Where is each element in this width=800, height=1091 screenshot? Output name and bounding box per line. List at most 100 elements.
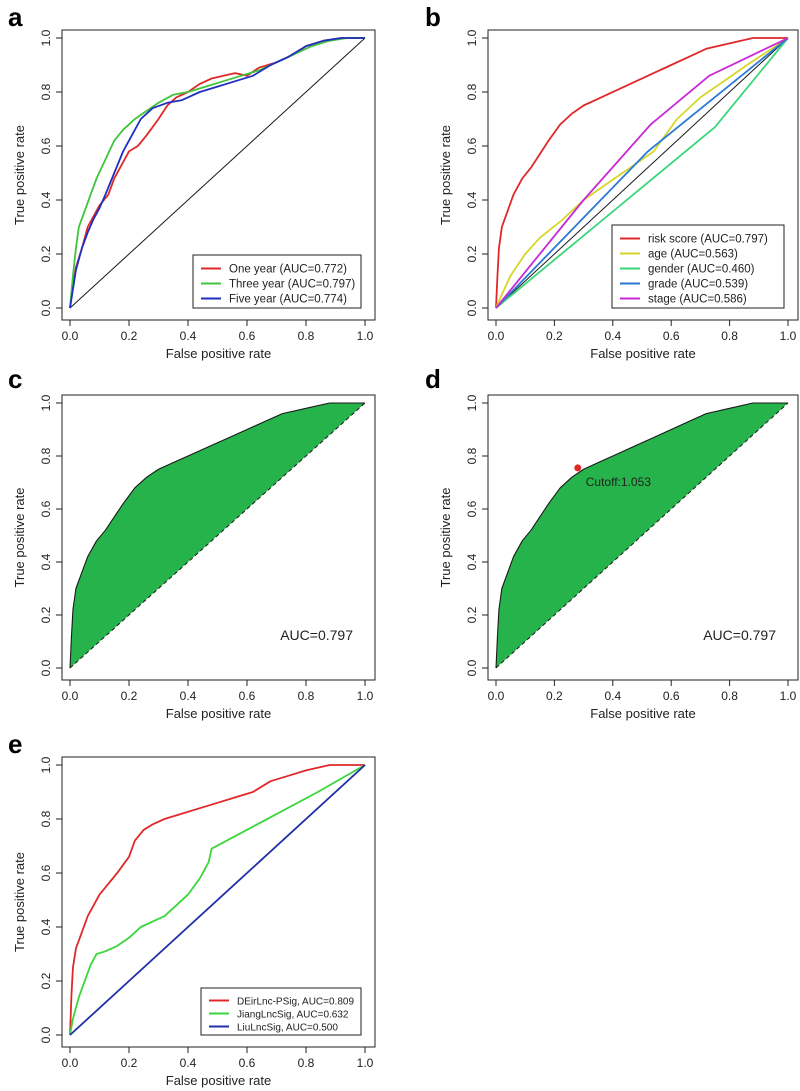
x-axis-title: False positive rate [590,706,696,721]
x-tick-label: 0.4 [604,689,621,703]
panel-letter: a [8,2,23,32]
y-axis-title: True positive rate [438,488,453,588]
series-line-2 [495,37,789,309]
x-tick-label: 0.8 [298,329,315,343]
legend-box [611,224,785,309]
legend-label: Three year (AUC=0.797) [229,279,355,291]
panel-letter: c [8,364,22,394]
y-axis-title: True positive rate [12,852,27,952]
series-line-2 [69,764,366,1036]
plot-frame [487,394,799,681]
panel-e: e 0.0 0.2 0.4 0.6 0.8 1.0 0.0 0.2 0.4 0.6 0.8 1.0 Fal… [8,729,376,1088]
series-line-1 [69,764,366,1036]
y-tick-label: 1.0 [39,756,53,773]
series-line-0 [69,764,365,1036]
x-tick-label: 0.0 [62,1056,79,1070]
plot-frame [487,29,799,321]
y-tick-label: 0.2 [39,972,53,989]
panel-d: d 0.0 0.2 0.4 0.6 0.8 1.0 0.0 0.2 0.4 0.6 0.8 1.0 Fal… [425,364,799,721]
x-tick-label: 0.0 [488,329,505,343]
y-tick-label: 0.2 [465,245,479,262]
x-tick-label: 0.2 [546,329,563,343]
y-tick-label: 0.2 [465,606,479,623]
legend-label: LiuLncSig, AUC=0.500 [237,1023,338,1034]
series-line-0 [69,402,365,669]
x-tick-label: 0.6 [239,689,256,703]
x-tick-label: 0.8 [721,689,738,703]
x-tick-label: 0.8 [298,1056,315,1070]
x-axis-title: False positive rate [166,1073,272,1088]
x-tick-label: 0.2 [546,689,563,703]
legend: risk score (AUC=0.797) age (AUC=0.563) gen… [611,224,785,309]
reference-diagonal [495,402,789,669]
y-tick-label: 0.8 [39,810,53,827]
x-tick-label: 0.0 [488,689,505,703]
legend-label: One year (AUC=0.772) [229,264,347,276]
legend-label: risk score (AUC=0.797) [648,234,768,246]
y-tick-label: 0.8 [465,83,479,100]
y-tick-label: 1.0 [465,29,479,46]
x-axis-title: False positive rate [166,346,272,361]
x-tick-label: 1.0 [780,689,797,703]
panel-b: b 0.0 0.2 0.4 0.6 0.8 1.0 0.0 0.2 0.4 0.6 0.8 1.0 Fal… [425,2,799,361]
panel-c: c 0.0 0.2 0.4 0.6 0.8 1.0 0.0 0.2 0.4 0.6 0.8 1.0 Fal… [8,364,376,721]
y-tick-label: 0.4 [39,553,53,570]
series-line-2 [69,37,365,309]
y-tick-label: 0.4 [39,918,53,935]
x-tick-label: 1.0 [357,329,374,343]
panel-letter: e [8,729,22,759]
x-tick-label: 0.0 [62,689,79,703]
y-tick-label: 0.6 [39,137,53,154]
y-tick-label: 0.2 [39,606,53,623]
y-tick-label: 0.4 [465,191,479,208]
reference-diagonal [69,37,366,309]
series-line-1 [495,37,789,309]
y-tick-label: 0.8 [465,447,479,464]
x-tick-label: 0.2 [121,689,138,703]
series-line-0 [495,402,788,669]
auc-annotation: AUC=0.797 [280,627,353,643]
x-tick-label: 0.0 [62,329,79,343]
y-tick-label: 0.0 [39,1026,53,1043]
x-tick-label: 0.6 [239,329,256,343]
panel-letter: b [425,2,441,32]
y-tick-label: 0.0 [465,659,479,676]
panel-a: a 0.0 0.2 0.4 0.6 0.8 1.0 0.0 0.2 0.4 0.6 0.8 1.0 Fal… [8,2,376,361]
x-tick-label: 0.4 [180,329,197,343]
legend: DEirLnc-PSig, AUC=0.809 JiangLncSig, AUC=… [200,987,362,1036]
x-tick-label: 1.0 [357,689,374,703]
x-tick-label: 0.2 [121,1056,138,1070]
y-tick-label: 0.4 [465,553,479,570]
x-tick-label: 0.4 [180,689,197,703]
y-tick-label: 1.0 [465,394,479,411]
panel-letter: d [425,364,441,394]
x-tick-label: 0.4 [604,329,621,343]
y-axis-title: True positive rate [438,125,453,225]
y-tick-label: 0.6 [465,137,479,154]
y-tick-label: 0.4 [39,191,53,208]
y-tick-label: 0.8 [39,447,53,464]
x-tick-label: 0.6 [663,329,680,343]
legend-label: grade (AUC=0.539) [648,279,748,291]
y-axis-title: True positive rate [12,125,27,225]
x-tick-label: 0.8 [721,329,738,343]
y-tick-label: 1.0 [39,394,53,411]
legend: One year (AUC=0.772) Three year (AUC=0.79… [192,254,362,309]
x-tick-label: 0.4 [180,1056,197,1070]
x-tick-label: 0.8 [298,689,315,703]
x-tick-label: 1.0 [357,1056,374,1070]
cutoff-label: Cutoff:1.053 [586,475,651,489]
y-tick-label: 0.2 [39,245,53,262]
plot-frame [61,394,376,681]
y-tick-label: 0.6 [39,864,53,881]
y-tick-label: 0.8 [39,83,53,100]
y-tick-label: 1.0 [39,29,53,46]
legend-label: Five year (AUC=0.774) [229,294,347,306]
x-tick-label: 0.6 [239,1056,256,1070]
reference-diagonal [495,37,789,309]
y-tick-label: 0.6 [39,500,53,517]
auc-annotation: AUC=0.797 [703,627,776,643]
series-line-4 [495,37,789,309]
legend-label: age (AUC=0.563) [648,249,738,261]
